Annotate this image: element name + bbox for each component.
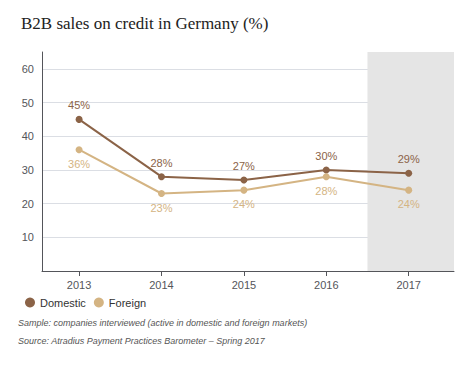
svg-text:27%: 27% xyxy=(233,160,255,172)
svg-text:30: 30 xyxy=(22,164,34,176)
svg-text:2015: 2015 xyxy=(232,279,256,291)
svg-text:45%: 45% xyxy=(68,99,90,111)
svg-text:50: 50 xyxy=(22,97,34,109)
svg-text:Source: Atradius Payment Pract: Source: Atradius Payment Practices Barom… xyxy=(18,336,266,346)
svg-text:10: 10 xyxy=(22,231,34,243)
svg-text:28%: 28% xyxy=(150,157,172,169)
svg-text:2014: 2014 xyxy=(149,279,173,291)
svg-text:2016: 2016 xyxy=(314,279,338,291)
svg-text:60: 60 xyxy=(22,63,34,75)
svg-text:2013: 2013 xyxy=(67,279,91,291)
svg-text:B2B sales on credit in Germany: B2B sales on credit in Germany (%) xyxy=(21,14,268,33)
svg-text:23%: 23% xyxy=(150,202,172,214)
svg-text:30%: 30% xyxy=(315,150,337,162)
svg-text:24%: 24% xyxy=(398,198,420,210)
svg-text:20: 20 xyxy=(22,198,34,210)
svg-text:2017: 2017 xyxy=(396,279,420,291)
svg-text:36%: 36% xyxy=(68,158,90,170)
svg-text:24%: 24% xyxy=(233,198,255,210)
svg-text:Sample: companies interviewed: Sample: companies interviewed (active in… xyxy=(18,318,307,328)
svg-text:28%: 28% xyxy=(315,185,337,197)
svg-text:29%: 29% xyxy=(398,153,420,165)
svg-text:Foreign: Foreign xyxy=(109,297,146,309)
svg-text:40: 40 xyxy=(22,130,34,142)
svg-text:Domestic: Domestic xyxy=(40,297,86,309)
